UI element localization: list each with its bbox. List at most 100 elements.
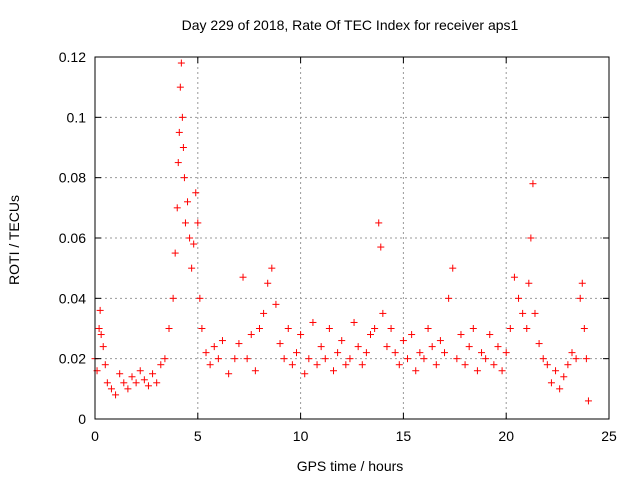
data-point [527, 234, 535, 242]
data-point [552, 367, 560, 375]
data-point [416, 349, 424, 357]
data-point [543, 361, 551, 369]
data-point [428, 343, 436, 351]
chart-title: Day 229 of 2018, Rate Of TEC Index for r… [182, 17, 519, 33]
data-point [395, 361, 403, 369]
data-point [564, 361, 572, 369]
data-point [276, 340, 284, 348]
data-point [515, 294, 523, 302]
data-point [568, 349, 576, 357]
data-point [383, 343, 391, 351]
data-point [210, 343, 218, 351]
data-point [560, 373, 568, 381]
y-tick-label: 0.08 [59, 170, 86, 186]
data-point [161, 355, 169, 363]
x-tick-label: 25 [601, 428, 617, 444]
data-point [175, 128, 183, 136]
data-point [165, 325, 173, 332]
data-point [576, 294, 584, 302]
data-point [334, 349, 342, 357]
data-point [377, 243, 385, 251]
data-point [582, 355, 590, 363]
data-point [325, 325, 333, 332]
data-point [449, 264, 457, 272]
data-point [494, 343, 502, 351]
data-point [391, 349, 399, 357]
x-tick-label: 0 [91, 428, 99, 444]
y-tick-label: 0 [78, 411, 86, 427]
data-point [107, 385, 115, 393]
data-point [176, 83, 184, 91]
data-point [218, 337, 226, 345]
data-point [186, 234, 194, 242]
data-point [188, 264, 196, 272]
data-point [192, 189, 200, 197]
x-tick-label: 20 [498, 428, 514, 444]
data-point [101, 361, 109, 369]
data-point [469, 325, 477, 332]
data-point [136, 367, 144, 375]
data-point [535, 340, 543, 348]
data-point [132, 379, 140, 387]
y-tick-label: 0.1 [67, 109, 87, 125]
data-points [91, 59, 592, 405]
data-point [235, 340, 243, 348]
data-point [171, 249, 179, 257]
data-point [268, 264, 276, 272]
data-point [272, 300, 280, 308]
data-point [255, 325, 263, 332]
data-point [251, 367, 259, 375]
data-point [317, 343, 325, 351]
x-axis-label: GPS time / hours [297, 458, 404, 474]
data-point [178, 113, 186, 121]
data-point [461, 361, 469, 369]
data-point [157, 361, 165, 369]
data-point [387, 325, 395, 332]
data-point [457, 331, 465, 339]
data-point [358, 361, 366, 369]
data-point [572, 355, 580, 363]
data-point [432, 361, 440, 369]
data-point [580, 325, 588, 332]
data-point [424, 325, 432, 332]
data-point [338, 337, 346, 345]
data-point [362, 349, 370, 357]
data-point [420, 355, 428, 363]
x-tick-label: 15 [396, 428, 412, 444]
data-point [342, 361, 350, 369]
data-point [523, 325, 531, 332]
data-point [120, 379, 128, 387]
data-point [486, 331, 494, 339]
y-tick-label: 0.02 [59, 351, 86, 367]
data-point [180, 174, 188, 182]
data-point [140, 376, 148, 384]
data-point [436, 337, 444, 345]
data-point [297, 331, 305, 339]
data-point [184, 198, 192, 206]
data-point [239, 273, 247, 281]
data-point [519, 309, 527, 317]
data-point [547, 379, 555, 387]
data-point [346, 355, 354, 363]
data-point [103, 379, 111, 387]
data-point [350, 318, 358, 326]
data-point [506, 325, 514, 332]
data-point [99, 343, 107, 351]
data-point [371, 325, 379, 332]
data-point [260, 309, 268, 317]
data-point [441, 349, 449, 357]
data-point [367, 331, 375, 339]
data-point [482, 355, 490, 363]
data-point [305, 355, 313, 363]
data-point [490, 361, 498, 369]
data-point [375, 219, 383, 227]
y-tick-label: 0.06 [59, 230, 86, 246]
data-point [177, 59, 185, 67]
x-tick-label: 5 [194, 428, 202, 444]
data-point [116, 370, 124, 378]
axis-ticks: 0 5 10 15 20 25 0 0.02 0.04 0.06 0.08 0.1 0.12 [59, 49, 617, 444]
data-point [578, 279, 586, 287]
data-point [174, 159, 182, 167]
data-point [408, 331, 416, 339]
